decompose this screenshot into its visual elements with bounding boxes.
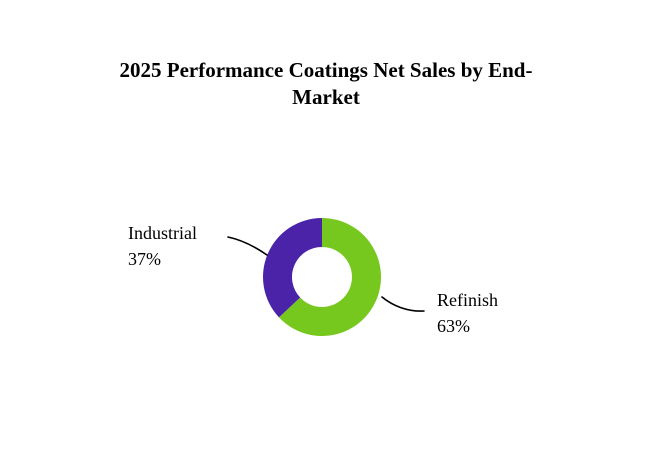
pie-slice-industrial	[262, 217, 322, 318]
callout-industrial-value: 37%	[128, 249, 161, 269]
chart-title: 2025 Performance Coatings Net Sales by E…	[119, 58, 533, 109]
callout-industrial-name: Industrial	[128, 223, 197, 243]
donut-slices	[262, 217, 381, 337]
callout-industrial: Industrial 37%	[128, 220, 197, 272]
callout-refinish-value: 63%	[437, 316, 470, 336]
callout-refinish-name: Refinish	[437, 290, 498, 310]
leader-line-refinish	[381, 296, 425, 312]
pie-slice-refinish	[278, 218, 381, 337]
callout-refinish: Refinish 63%	[437, 287, 498, 339]
leader-line-industrial	[227, 236, 268, 256]
